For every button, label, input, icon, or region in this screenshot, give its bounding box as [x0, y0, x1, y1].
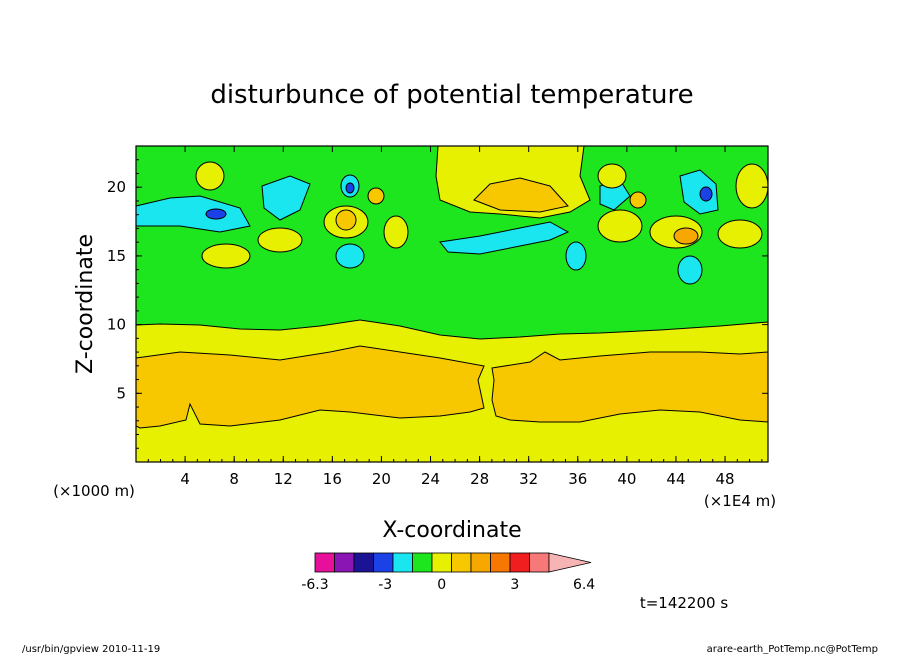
x-tick-label: 4	[180, 470, 190, 488]
colorbar-swatch	[373, 552, 394, 573]
x-tick-label: 32	[519, 470, 538, 488]
region-orange-cell	[673, 227, 699, 245]
time-annotation: t=142200 s	[640, 594, 728, 612]
y-axis-unit: (×1000 m)	[53, 482, 135, 500]
x-axis-label: X-coordinate	[382, 518, 521, 543]
footer-right: arare-earth_PotTemp.nc@PotTemp	[707, 644, 878, 654]
region-yellow-cell	[195, 161, 225, 191]
region-cyan-left	[135, 195, 251, 233]
region-cyan-right	[679, 169, 719, 215]
footer-left: /usr/bin/gpview 2010-11-19	[22, 644, 160, 654]
region-cyan-cell	[335, 243, 365, 269]
colorbar-arrow	[548, 552, 592, 573]
colorbar-swatch	[392, 552, 413, 573]
region-blue-cell	[699, 186, 713, 202]
x-tick-label: 48	[716, 470, 735, 488]
colorbar-swatch	[334, 552, 355, 573]
region-yellow-cell	[383, 215, 409, 249]
colorbar-swatch	[353, 552, 374, 573]
region-orange-cell	[367, 187, 385, 205]
region-blue-cell	[345, 182, 355, 194]
colorbar-swatch	[314, 552, 335, 573]
y-tick-label: 20	[107, 178, 126, 196]
colorbar-labels: -6.3 -3 0 3 6.4	[301, 577, 595, 593]
x-tick-label: 28	[470, 470, 489, 488]
region-yellow-cell	[717, 219, 763, 249]
y-axis-ticks: 5 10 15 20	[107, 159, 768, 449]
colorbar-swatch	[431, 552, 452, 573]
region-yellow-cell	[597, 209, 643, 243]
region-cyan-left2	[261, 175, 311, 221]
x-tick-label: 12	[274, 470, 293, 488]
chart-title: disturbunce of potential temperature	[210, 80, 693, 110]
x-tick-label: 40	[617, 470, 636, 488]
region-orange-left	[135, 345, 485, 429]
y-tick-label: 10	[107, 316, 126, 334]
colorbar-swatch	[490, 552, 511, 573]
x-tick-label: 8	[229, 470, 239, 488]
y-axis-label: Z-coordinate	[73, 234, 98, 374]
x-axis-unit: (×1E4 m)	[704, 492, 776, 510]
plot-frame	[135, 145, 769, 463]
colorbar-swatch	[451, 552, 472, 573]
region-blue-cell	[205, 208, 227, 220]
region-cyan-cell	[565, 241, 587, 271]
region-yellow-cell	[735, 163, 769, 209]
region-yellow-cell	[597, 163, 627, 189]
colorbar-tick-label: 6.4	[573, 577, 595, 593]
colorbar-tick-label: -3	[378, 577, 392, 593]
colorbar-tick-label: 0	[437, 577, 446, 593]
colorbar-swatch	[509, 552, 530, 573]
colorbar	[314, 552, 592, 573]
colorbar-swatch	[470, 552, 491, 573]
x-tick-label: 20	[372, 470, 391, 488]
region-yellow-cell	[201, 243, 251, 269]
region-upper-orange	[473, 177, 569, 213]
colorbar-swatch	[529, 552, 550, 573]
region-cyan-cell	[677, 255, 703, 285]
colorbar-swatch	[412, 552, 433, 573]
region-orange-right	[491, 351, 769, 423]
colorbar-tick-label: 3	[510, 577, 519, 593]
x-tick-label: 36	[568, 470, 587, 488]
y-tick-label: 15	[107, 247, 126, 265]
x-tick-label: 24	[421, 470, 440, 488]
y-tick-label: 5	[116, 384, 126, 402]
region-yellow-cell	[257, 227, 303, 253]
x-axis-ticks: 4 8 12 16 20 24 28 32 36 40 44 48	[147, 146, 763, 488]
plot-area	[135, 145, 769, 463]
region-orange-cell	[629, 191, 647, 209]
region-orange-cell	[335, 209, 357, 231]
region-cyan-center	[439, 221, 570, 255]
colorbar-tick-label: -6.3	[301, 577, 328, 593]
x-tick-label: 44	[666, 470, 685, 488]
x-tick-label: 16	[323, 470, 342, 488]
